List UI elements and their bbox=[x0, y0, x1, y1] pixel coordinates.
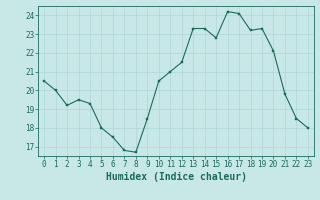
X-axis label: Humidex (Indice chaleur): Humidex (Indice chaleur) bbox=[106, 172, 246, 182]
